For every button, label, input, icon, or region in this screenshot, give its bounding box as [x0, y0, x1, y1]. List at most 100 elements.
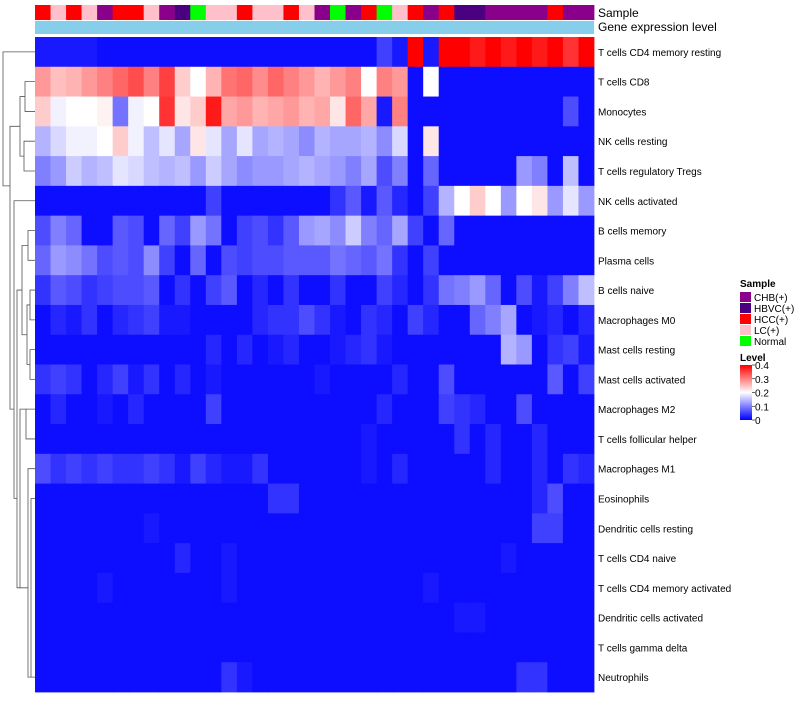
- heatmap-cell: [298, 66, 315, 97]
- heatmap-cell: [407, 543, 424, 574]
- heatmap-cell: [159, 543, 176, 574]
- heatmap-cell: [562, 215, 579, 246]
- heatmap-cell: [50, 364, 67, 395]
- heatmap-cell: [547, 662, 564, 693]
- heatmap-cell: [221, 394, 238, 425]
- heatmap-cell: [205, 275, 222, 306]
- heatmap-cell: [174, 37, 191, 68]
- heatmap-cell: [267, 364, 284, 395]
- heatmap-cell: [190, 126, 207, 157]
- heatmap-cell: [66, 572, 82, 604]
- heatmap-cell: [81, 602, 98, 633]
- heatmap-cell: [562, 37, 579, 68]
- heatmap-cell: [314, 185, 331, 217]
- heatmap-cell: [516, 453, 533, 484]
- heatmap-cell: [128, 513, 145, 544]
- heatmap-cell: [578, 334, 595, 365]
- heatmap-cell: [97, 394, 114, 425]
- heatmap-cell: [392, 126, 409, 157]
- heatmap-cell: [531, 215, 548, 246]
- heatmap-cell: [314, 513, 331, 544]
- sample-annotation-cell: [361, 5, 378, 20]
- heatmap-cell: [50, 424, 67, 455]
- heatmap-cell: [267, 304, 284, 336]
- heatmap-cell: [66, 275, 82, 306]
- heatmap-cell: [221, 185, 238, 217]
- dendrogram-branch: [23, 140, 35, 172]
- heatmap-cell: [236, 632, 253, 663]
- heatmap-cell: [283, 572, 300, 604]
- sample-annotation-cell: [190, 5, 207, 20]
- heatmap-cell: [376, 304, 393, 336]
- heatmap-cell: [283, 215, 300, 246]
- heatmap-cell: [267, 126, 284, 157]
- heatmap-cell: [50, 245, 67, 276]
- heatmap-cell: [345, 394, 362, 425]
- heatmap-cell: [423, 304, 440, 336]
- heatmap-cell: [531, 96, 548, 127]
- heatmap-cell: [485, 662, 502, 693]
- heatmap-cell: [376, 394, 393, 425]
- heatmap-cell: [562, 185, 579, 217]
- heatmap-cell: [97, 453, 114, 484]
- heatmap-cell: [345, 334, 362, 365]
- heatmap-cell: [314, 394, 331, 425]
- heatmap-cell: [438, 394, 455, 425]
- heatmap-cell: [438, 632, 455, 663]
- heatmap-cell: [531, 304, 548, 336]
- sample-annotation-cell: [298, 5, 315, 20]
- heatmap-cell: [221, 66, 238, 97]
- heatmap-cell: [423, 513, 440, 544]
- heatmap-cell: [578, 245, 595, 276]
- heatmap-cell: [81, 662, 98, 693]
- heatmap-cell: [190, 632, 207, 663]
- heatmap-cell: [407, 483, 424, 514]
- heatmap-cell: [81, 334, 98, 365]
- heatmap-cell: [407, 424, 424, 455]
- heatmap-cell: [205, 245, 222, 276]
- heatmap-cell: [423, 424, 440, 455]
- heatmap-cell: [128, 364, 145, 395]
- heatmap-cell: [252, 245, 269, 276]
- heatmap-cell: [469, 156, 486, 187]
- heatmap-cell: [547, 364, 564, 395]
- heatmap-cell: [97, 424, 114, 455]
- heatmap-cell: [485, 572, 502, 604]
- heatmap-cell: [407, 304, 424, 336]
- heatmap-cell: [252, 394, 269, 425]
- heatmap-cell: [81, 215, 98, 246]
- heatmap-cell: [112, 215, 129, 246]
- heatmap-cell: [469, 602, 486, 633]
- heatmap-cell: [221, 156, 238, 187]
- heatmap-cell: [531, 37, 548, 68]
- heatmap-cell: [485, 394, 502, 425]
- heatmap-cell: [469, 543, 486, 574]
- heatmap-cell: [159, 453, 176, 484]
- heatmap-cell: [50, 662, 67, 693]
- heatmap-cell: [516, 364, 533, 395]
- heatmap-cell: [174, 572, 191, 604]
- heatmap-cell: [190, 602, 207, 633]
- heatmap-cell: [97, 334, 114, 365]
- heatmap-cell: [345, 126, 362, 157]
- heatmap-cell: [531, 66, 548, 97]
- heatmap-cell: [531, 453, 548, 484]
- heatmap-cell: [345, 37, 362, 68]
- heatmap-cell: [469, 126, 486, 157]
- heatmap-cell: [190, 453, 207, 484]
- heatmap-cell: [330, 483, 346, 514]
- heatmap-cell: [205, 215, 222, 246]
- heatmap-cell: [547, 543, 564, 574]
- heatmap-cell: [578, 424, 595, 455]
- heatmap-cell: [547, 424, 564, 455]
- sample-legend-swatch: [740, 336, 751, 346]
- heatmap-cell: [174, 364, 191, 395]
- heatmap-cell: [376, 96, 393, 127]
- heatmap-cell: [345, 662, 362, 693]
- heatmap-cell: [252, 304, 269, 336]
- heatmap-cell: [252, 632, 269, 663]
- heatmap-cell: [81, 185, 98, 217]
- heatmap-cell: [81, 364, 98, 395]
- heatmap-cell: [66, 483, 82, 514]
- heatmap-cell: [112, 513, 129, 544]
